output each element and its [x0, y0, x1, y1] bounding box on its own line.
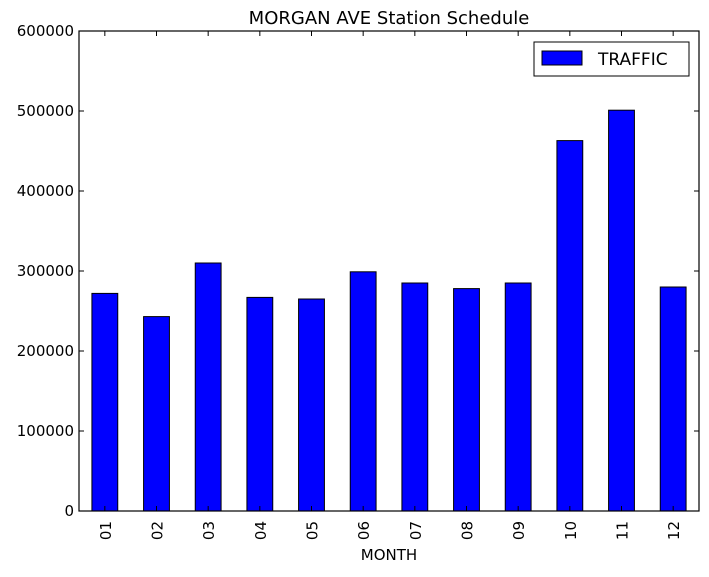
- bars-layer: [91, 109, 687, 512]
- bar-01: [91, 292, 119, 512]
- y-tick-label-300000: 300000: [17, 262, 74, 280]
- bar-03: [194, 262, 222, 512]
- legend: TRAFFIC: [533, 41, 690, 77]
- bar-05: [298, 298, 325, 512]
- bar-08: [453, 288, 480, 512]
- y-tick-label-100000: 100000: [17, 422, 74, 440]
- bar-10: [556, 140, 584, 512]
- bar-09: [504, 282, 532, 512]
- x-tick-label-08: 08: [459, 521, 477, 540]
- y-tick-label-500000: 500000: [17, 102, 74, 120]
- y-tick-label-0: 0: [64, 502, 74, 520]
- y-tick-label-200000: 200000: [17, 342, 74, 360]
- x-tick-label-09: 09: [510, 521, 528, 540]
- bar-06: [349, 271, 377, 512]
- x-tick-label-04: 04: [252, 521, 270, 540]
- x-axis-label: MONTH: [361, 546, 417, 564]
- y-tick-label-600000: 600000: [17, 22, 74, 40]
- legend-label: TRAFFIC: [597, 50, 668, 70]
- y-tick-label-400000: 400000: [17, 182, 74, 200]
- x-tick-label-12: 12: [665, 521, 683, 540]
- bar-04: [246, 296, 274, 512]
- bar-02: [143, 316, 170, 512]
- x-tick-label-02: 02: [149, 521, 167, 540]
- chart-title: MORGAN AVE Station Schedule: [249, 8, 530, 29]
- x-tick-label-05: 05: [304, 521, 322, 540]
- plot-frame: [78, 30, 700, 512]
- bar-07: [401, 282, 429, 512]
- legend-swatch: [541, 50, 583, 66]
- x-tick-label-11: 11: [614, 521, 632, 540]
- x-tick-label-03: 03: [200, 521, 218, 540]
- x-tick-label-06: 06: [355, 521, 373, 540]
- x-tick-label-07: 07: [407, 521, 425, 540]
- bar-12: [659, 286, 687, 512]
- x-tick-label-01: 01: [97, 521, 115, 540]
- bar-11: [608, 109, 635, 512]
- x-tick-label-10: 10: [562, 521, 580, 540]
- ticks-layer: 01 02 03 04 05 06 07 08 09 10 11 12 0 100000 200000 300…: [17, 22, 699, 540]
